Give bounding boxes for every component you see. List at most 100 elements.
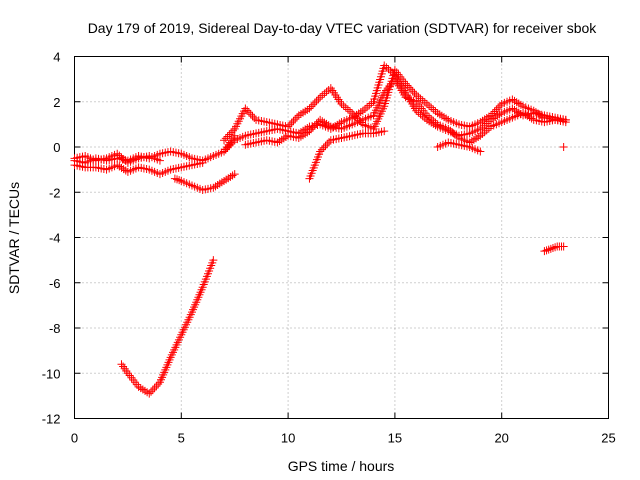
data-point	[170, 174, 179, 183]
data-point	[427, 103, 436, 112]
y-tick-label: -6	[49, 276, 61, 291]
data-point	[316, 93, 325, 102]
data-point	[150, 383, 159, 392]
data-point	[296, 132, 305, 141]
data-point	[484, 117, 493, 126]
data-point	[317, 145, 326, 154]
series-track-e	[117, 256, 218, 398]
data-point	[431, 107, 440, 116]
data-point	[433, 109, 442, 118]
data-point	[322, 119, 331, 128]
data-point	[363, 103, 372, 112]
data-point	[228, 138, 237, 147]
data-point	[469, 135, 478, 144]
data-point	[228, 126, 237, 135]
data-point	[312, 119, 321, 128]
data-point	[343, 105, 352, 114]
data-point	[412, 106, 421, 115]
data-point	[225, 130, 234, 139]
data-point	[314, 95, 323, 104]
series-track-k	[540, 242, 568, 256]
data-point	[227, 128, 236, 137]
data-point	[444, 124, 453, 133]
data-point	[221, 145, 230, 154]
data-point	[301, 129, 310, 138]
data-point	[508, 104, 517, 113]
series-track-b	[70, 158, 207, 179]
data-point	[279, 134, 288, 143]
series-track-i	[305, 127, 389, 183]
data-point	[559, 143, 568, 151]
data-point	[448, 128, 457, 137]
data-point	[367, 99, 376, 108]
data-point	[140, 386, 149, 395]
data-point	[358, 106, 367, 115]
data-point	[472, 134, 481, 143]
data-point	[510, 96, 519, 105]
data-point	[299, 131, 308, 140]
data-point	[356, 108, 365, 117]
data-point	[388, 68, 397, 77]
data-point	[220, 176, 229, 185]
data-point	[341, 103, 350, 112]
x-tick-label: 15	[388, 431, 402, 446]
data-point	[431, 118, 440, 127]
data-point	[277, 135, 286, 144]
data-point	[225, 141, 234, 150]
data-point	[250, 113, 259, 122]
data-point	[516, 100, 525, 109]
y-tick-label: -4	[49, 231, 61, 246]
data-point	[380, 127, 389, 136]
data-point	[173, 175, 182, 184]
data-point	[138, 385, 147, 394]
data-point	[508, 95, 517, 104]
x-axis-label: GPS time / hours	[288, 458, 395, 474]
data-point	[175, 176, 184, 185]
data-point	[440, 113, 449, 122]
data-point	[494, 103, 503, 112]
data-point	[117, 163, 126, 172]
data-point	[246, 110, 255, 119]
data-point	[324, 121, 333, 130]
data-point	[309, 100, 318, 109]
data-point	[339, 101, 348, 110]
data-point	[129, 376, 138, 385]
data-point	[148, 385, 157, 394]
data-point	[410, 89, 419, 98]
data-point	[217, 178, 226, 187]
data-point	[132, 380, 141, 389]
data-point	[406, 85, 415, 94]
x-tick-label: 20	[494, 431, 508, 446]
data-point	[301, 107, 310, 116]
data-point	[293, 113, 301, 122]
data-point	[492, 105, 501, 114]
data-point	[352, 110, 361, 119]
data-point	[316, 147, 325, 156]
data-point	[305, 104, 314, 113]
data-point	[412, 90, 421, 99]
data-point	[287, 118, 296, 127]
data-point	[519, 109, 528, 118]
data-point	[527, 114, 536, 123]
data-point	[360, 104, 369, 113]
data-point	[427, 114, 436, 123]
data-point	[248, 112, 257, 121]
data-point	[512, 98, 521, 107]
data-point	[414, 108, 423, 117]
data-point	[322, 87, 331, 96]
data-point	[285, 120, 294, 129]
data-point	[121, 157, 130, 166]
data-point	[305, 127, 314, 136]
data-point	[561, 118, 570, 127]
data-point	[476, 147, 485, 156]
y-tick-label: -8	[49, 321, 61, 336]
data-point	[320, 89, 329, 98]
data-point	[221, 134, 230, 143]
data-point	[478, 129, 487, 138]
data-point	[115, 151, 124, 160]
data-point	[487, 115, 496, 124]
data-point	[480, 128, 489, 137]
data-point	[319, 143, 328, 152]
data-point	[386, 66, 395, 75]
data-point	[521, 110, 530, 119]
